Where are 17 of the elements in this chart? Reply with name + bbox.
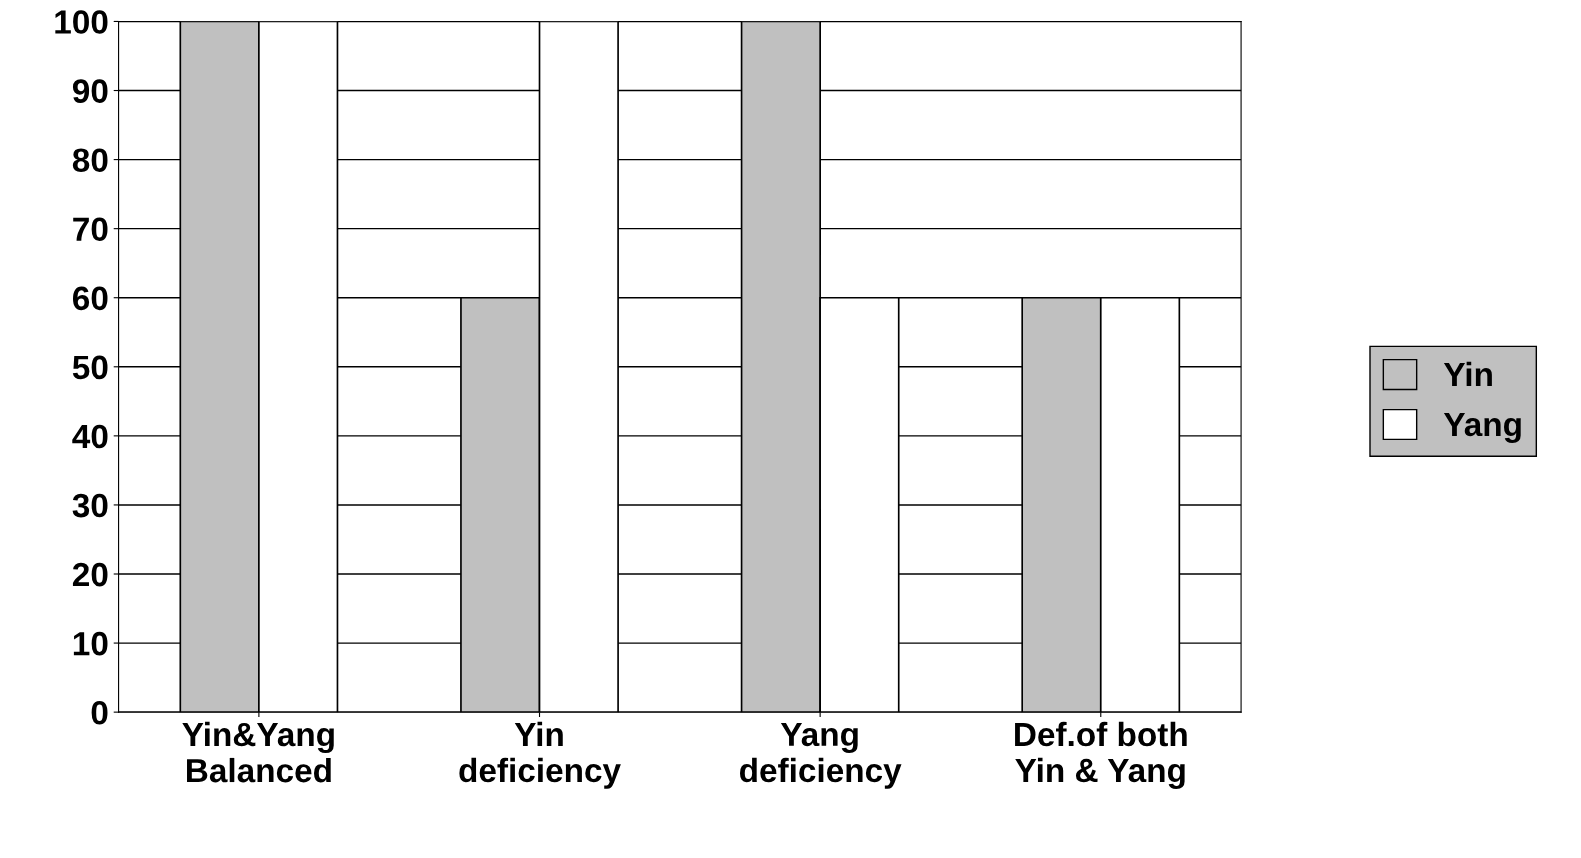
x-tick-label: Yin&Yang Balanced xyxy=(182,721,334,783)
y-tick-label: 20 xyxy=(72,562,108,587)
y-tick-label: 100 xyxy=(55,10,108,34)
y-tick-label: 70 xyxy=(73,217,108,242)
y-tick-label: 10 xyxy=(73,631,108,656)
legend-label: Yang xyxy=(1443,412,1521,443)
x-tick-label: Def.of both Yin & Yang xyxy=(1015,721,1187,789)
y-tick-label: 50 xyxy=(72,355,108,380)
y-tick-label: 90 xyxy=(72,79,108,103)
x-tick-label: Yang deficiency xyxy=(740,722,902,789)
y-tick-label: 40 xyxy=(72,424,108,449)
y-tick-label: 60 xyxy=(73,286,108,311)
y-tick-label: 0 xyxy=(91,700,108,725)
x-tick-label: Yin deficiency xyxy=(459,721,621,789)
y-tick-label: 30 xyxy=(72,493,108,518)
y-tick-label: 80 xyxy=(72,148,108,172)
legend-label: Yin xyxy=(1443,361,1492,387)
